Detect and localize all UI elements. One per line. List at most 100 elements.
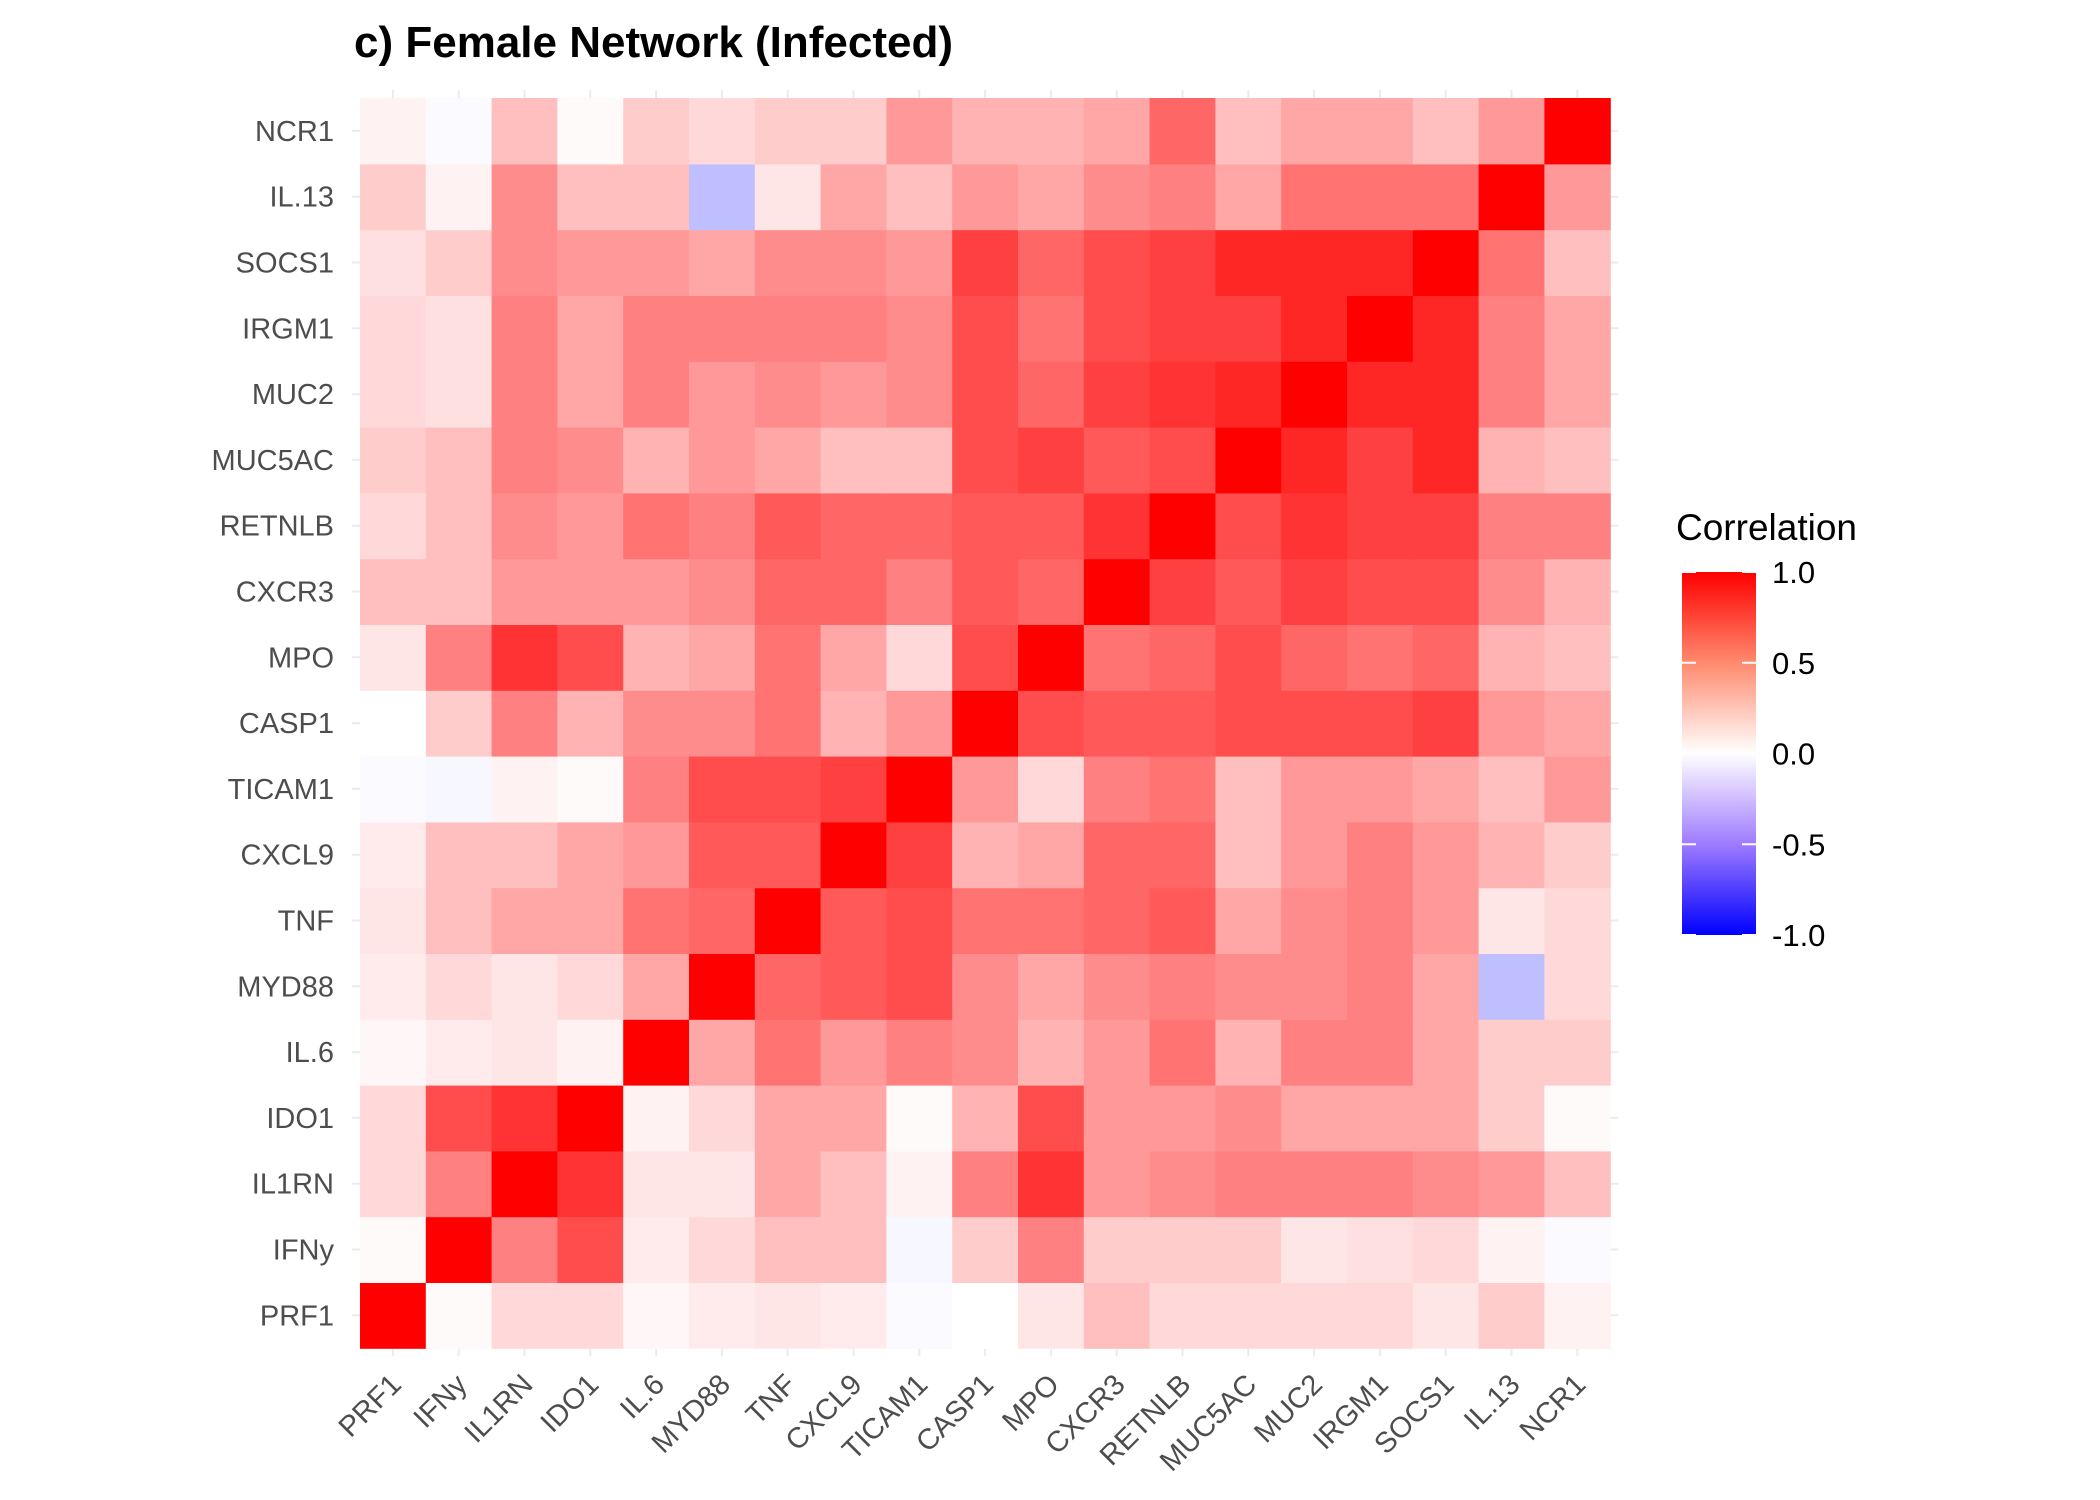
cell-IL1RN-SOCS1 [1412,1150,1480,1218]
cell-NCR1-MUC5AC [1215,98,1282,165]
cell-IDO1-RETNLB [1149,1085,1216,1152]
cell-SOCS1-IDO1 [557,229,624,296]
cell-MUC5AC-TICAM1 [886,427,953,494]
cell-CASP1-IRGM1 [1347,690,1414,757]
y-tick-label: IL1RN [252,1169,334,1201]
y-tick-label: MPO [268,642,334,674]
cell-CASP1-MUC2 [1281,690,1348,757]
cell-SOCS1-IFNy [425,229,493,296]
cell-CASP1-IL.13 [1478,690,1545,757]
legend-tick-label: 0.5 [1772,646,1815,681]
cell-TICAM1-CASP1 [952,756,1019,823]
cell-TICAM1-TICAM1 [886,756,953,823]
cell-IL1RN-TICAM1 [886,1150,953,1218]
cell-TNF-IL.13 [1478,887,1545,954]
cell-NCR1-IDO1 [557,98,624,165]
cell-PRF1-MYD88 [689,1282,756,1349]
cell-IL.13-SOCS1 [1412,163,1480,231]
cell-MUC5AC-CXCR3 [1083,427,1151,494]
cell-IL.13-CASP1 [952,163,1019,231]
cell-IL.6-TNF [754,1019,822,1086]
cell-TICAM1-IL.13 [1478,756,1545,823]
cell-NCR1-CXCL9 [820,98,887,165]
cell-IL.6-NCR1 [1544,1019,1611,1086]
cell-IFNy-IL1RN [491,1216,558,1283]
cell-IL1RN-CXCL9 [820,1150,887,1218]
cell-TNF-IDO1 [557,887,624,954]
cell-MUC2-TICAM1 [886,361,953,428]
cell-IL.6-CXCR3 [1083,1019,1151,1086]
cell-IFNy-IRGM1 [1347,1216,1414,1283]
cell-MUC5AC-RETNLB [1149,427,1216,494]
cell-SOCS1-NCR1 [1544,229,1611,296]
cell-TICAM1-TNF [754,756,822,823]
cell-IL.6-CXCL9 [820,1019,887,1086]
cell-MPO-MUC5AC [1215,624,1282,691]
cell-CXCR3-PRF1 [360,558,427,625]
cell-PRF1-CXCR3 [1083,1282,1151,1349]
cell-NCR1-RETNLB [1149,98,1216,165]
cell-RETNLB-SOCS1 [1412,492,1480,560]
cell-IRGM1-MUC5AC [1215,295,1282,362]
cell-TICAM1-IDO1 [557,756,624,823]
cell-RETNLB-IL.6 [623,492,690,560]
cell-NCR1-TICAM1 [886,98,953,165]
cell-MPO-TNF [754,624,822,691]
y-tick-label: CXCR3 [236,577,334,609]
cell-SOCS1-MUC2 [1281,229,1348,296]
cell-TICAM1-IL.6 [623,756,690,823]
cell-MYD88-MUC2 [1281,953,1348,1020]
cell-IL.6-TICAM1 [886,1019,953,1086]
legend-tick-label: 1.0 [1772,555,1815,590]
cell-CXCR3-CASP1 [952,558,1019,625]
cell-IL.13-MUC2 [1281,163,1348,231]
cell-PRF1-IL.6 [623,1282,690,1349]
cell-MUC5AC-MUC5AC [1215,427,1282,494]
cell-IDO1-MUC5AC [1215,1085,1282,1152]
cell-IDO1-TNF [754,1085,822,1152]
cell-IL.13-IL.6 [623,163,690,231]
cell-IL.6-IDO1 [557,1019,624,1086]
cell-CXCL9-IL1RN [491,821,558,889]
cell-IFNy-CASP1 [952,1216,1019,1283]
cell-TICAM1-CXCR3 [1083,756,1151,823]
cell-IL1RN-IDO1 [557,1150,624,1218]
cell-CASP1-NCR1 [1544,690,1611,757]
cell-IL1RN-NCR1 [1544,1150,1611,1218]
cell-SOCS1-SOCS1 [1412,229,1480,296]
cell-IFNy-IDO1 [557,1216,624,1283]
cell-RETNLB-CASP1 [952,492,1019,560]
cell-CXCR3-SOCS1 [1412,558,1480,625]
cell-MPO-TICAM1 [886,624,953,691]
cell-MYD88-IL.13 [1478,953,1545,1020]
cell-PRF1-IL.13 [1478,1282,1545,1349]
cell-CASP1-TICAM1 [886,690,953,757]
cell-MPO-CXCL9 [820,624,887,691]
cell-NCR1-IRGM1 [1347,98,1414,165]
cell-CASP1-PRF1 [360,690,427,757]
cell-MUC2-IRGM1 [1347,361,1414,428]
cell-RETNLB-CXCR3 [1083,492,1151,560]
cell-MPO-IFNy [425,624,493,691]
cell-NCR1-CXCR3 [1083,98,1151,165]
cell-SOCS1-CXCR3 [1083,229,1151,296]
cell-IRGM1-CASP1 [952,295,1019,362]
x-tick-label: PRF1 [333,1369,408,1444]
y-tick-label: TICAM1 [228,774,334,806]
cell-TICAM1-IRGM1 [1347,756,1414,823]
cell-MUC2-TNF [754,361,822,428]
cell-MPO-IL.13 [1478,624,1545,691]
cell-IRGM1-MUC2 [1281,295,1348,362]
cell-TNF-TNF [754,887,822,954]
cell-IL.13-TICAM1 [886,163,953,231]
cell-IL1RN-IL1RN [491,1150,558,1218]
cell-MYD88-MUC5AC [1215,953,1282,1020]
cell-NCR1-IL.13 [1478,98,1545,165]
cell-TICAM1-MUC5AC [1215,756,1282,823]
cell-MYD88-IDO1 [557,953,624,1020]
cell-RETNLB-TNF [754,492,822,560]
cell-IFNy-RETNLB [1149,1216,1216,1283]
cell-TICAM1-MPO [1018,756,1085,823]
cell-MYD88-MYD88 [689,953,756,1020]
cell-MUC5AC-CASP1 [952,427,1019,494]
